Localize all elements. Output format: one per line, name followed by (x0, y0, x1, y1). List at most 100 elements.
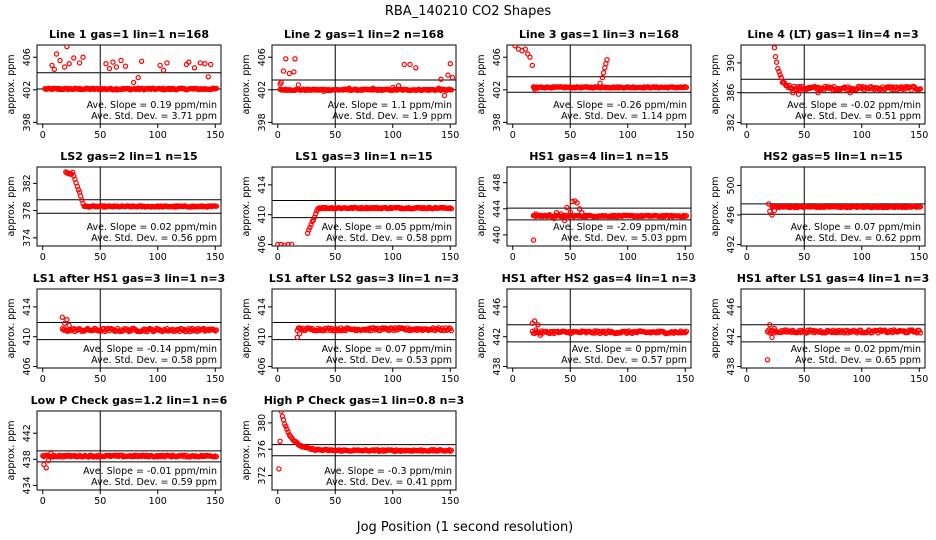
data-point (569, 198, 576, 205)
data-point (362, 205, 368, 212)
y-tick-label: 402 (257, 81, 268, 99)
x-tick-label: 0 (510, 252, 516, 263)
panel-7: HS1 gas=4 lin=1 n=15 0 50 100 150 440 444 448 ap… (476, 150, 694, 263)
y-axis-label: approx. ppm (6, 420, 17, 480)
x-tick-label: 150 (206, 496, 224, 507)
x-tick-label: 0 (40, 130, 46, 141)
data-point (529, 62, 536, 69)
x-tick-label: 100 (384, 496, 402, 507)
y-axis-label: approx. ppm (476, 176, 487, 236)
data-point (45, 457, 52, 464)
panel-3: Line 3 gas=1 lin=3 n=168 0 50 100 150 398 402 4… (476, 28, 694, 141)
y-tick-label: 444 (492, 200, 503, 218)
data-point (130, 79, 137, 86)
data-point (379, 325, 386, 331)
data-point (844, 204, 850, 211)
data-point (546, 211, 553, 218)
x-tick-label: 100 (149, 130, 167, 141)
plot-frame (506, 288, 692, 369)
y-tick-label: 434 (22, 476, 33, 494)
data-points (42, 45, 220, 93)
y-axis-label: approx. ppm (6, 176, 17, 236)
x-tick-label: 50 (329, 496, 341, 507)
data-point (310, 217, 317, 223)
data-point (64, 45, 70, 50)
data-point (76, 60, 83, 66)
plot-frame (271, 410, 457, 491)
y-tick-label: 414 (257, 298, 268, 316)
x-tick-label: 150 (206, 130, 224, 141)
data-point (113, 64, 120, 70)
data-point (295, 82, 302, 88)
x-tick-label: 50 (564, 252, 576, 263)
plot-frame (36, 288, 222, 369)
data-point (776, 68, 782, 75)
data-point (771, 207, 778, 214)
data-point (448, 327, 455, 334)
data-point (213, 453, 220, 460)
data-point (567, 209, 574, 215)
y-tick-label: 438 (726, 357, 737, 375)
x-tick-label: 0 (510, 130, 516, 141)
panel-title: Line 4 (LT) gas=1 lin=4 n=3 (747, 28, 918, 41)
stddev-annotation: Ave. Std. Dev. = 0.65 ppm (795, 355, 921, 366)
data-point (604, 57, 610, 63)
y-tick-label: 386 (726, 84, 737, 102)
data-point (308, 221, 314, 228)
y-tick-label: 410 (22, 328, 33, 346)
x-tick-label: 150 (441, 374, 459, 385)
y-tick-label: 374 (22, 229, 33, 247)
y-tick-label: 406 (492, 48, 503, 66)
data-point (847, 89, 854, 96)
panel-11: HS1 after HS2 gas=4 lin=1 n=3 0 50 100 150 43… (476, 272, 696, 385)
data-points (59, 314, 220, 335)
data-point (135, 74, 141, 81)
data-point (606, 328, 613, 335)
stddev-annotation: Ave. Std. Dev. = 0.41 ppm (326, 477, 452, 488)
data-point (80, 54, 86, 60)
y-tick-label: 390 (726, 54, 737, 72)
y-axis-label: approx. ppm (6, 54, 17, 114)
x-tick-label: 50 (329, 374, 341, 385)
plot-frame (271, 288, 457, 369)
data-point (380, 448, 387, 454)
x-tick-label: 100 (619, 252, 637, 263)
data-point (66, 61, 72, 67)
data-point (326, 87, 333, 94)
x-tick-label: 100 (853, 252, 871, 263)
y-axis-label: approx. ppm (710, 54, 721, 114)
slope-annotation: Ave. Slope = 1.1 ppm/min (328, 100, 452, 111)
data-points (529, 318, 690, 338)
data-point (917, 204, 924, 210)
x-tick-label: 50 (329, 252, 341, 263)
data-point (43, 465, 49, 471)
data-point (294, 334, 300, 341)
data-point (275, 241, 281, 246)
data-point (535, 322, 541, 328)
x-tick-label: 50 (94, 130, 106, 141)
y-axis-label: approx. ppm (241, 298, 252, 358)
data-point (313, 210, 319, 217)
data-point (106, 65, 113, 72)
data-point (103, 61, 109, 67)
data-point (401, 61, 407, 68)
slope-annotation: Ave. Slope = -0.14 ppm/min (83, 344, 217, 355)
x-tick-label: 50 (798, 130, 810, 141)
data-point (771, 45, 778, 51)
data-point (769, 334, 775, 341)
data-point (531, 318, 538, 324)
data-point (890, 84, 896, 90)
data-point (551, 215, 557, 222)
plot-frame (740, 288, 926, 369)
panel-4: Line 4 (LT) gas=1 lin=4 n=3 0 50 100 150 382 3… (710, 28, 928, 141)
y-tick-label: 438 (492, 357, 503, 375)
plot-frame (271, 166, 457, 247)
data-point (346, 85, 352, 91)
x-tick-label: 0 (40, 252, 46, 263)
data-point (530, 237, 537, 243)
y-tick-label: 440 (492, 226, 503, 244)
data-point (66, 322, 72, 329)
slope-annotation: Ave. Slope = 0.02 ppm/min (791, 344, 921, 355)
data-point (61, 64, 68, 70)
data-point (769, 212, 775, 218)
